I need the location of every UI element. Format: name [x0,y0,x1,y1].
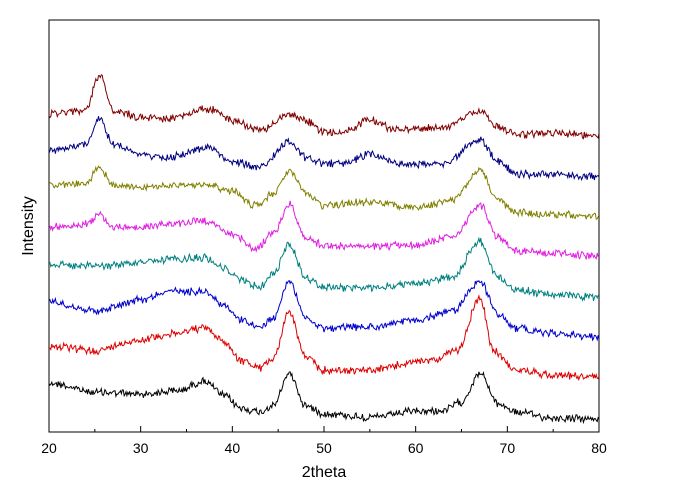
series-layer [49,74,599,425]
x-axis-label: 2theta [302,464,347,481]
xrd-pattern-line-2 [49,294,599,382]
x-tick-label: 80 [591,440,607,456]
xrd-pattern-line-3 [49,279,599,342]
x-tick-label: 50 [316,440,332,456]
x-ticks: 20 30 40 50 60 70 80 [41,426,607,456]
x-tick-label: 70 [500,440,516,456]
x-tick-label: 40 [225,440,241,456]
xrd-pattern-line-7 [49,116,599,182]
xrd-pattern-line-1 [49,370,599,425]
x-tick-label: 20 [41,440,57,456]
x-tick-label: 60 [408,440,424,456]
xrd-pattern-line-8 [49,74,599,140]
xrd-pattern-line-4 [49,236,599,302]
plot-area: 20 30 40 50 60 70 80 [41,19,607,456]
y-axis-label: Intensity [20,196,37,256]
x-tick-label: 30 [133,440,149,456]
xrd-pattern-line-5 [49,200,599,260]
xrd-pattern-line-6 [49,165,599,220]
